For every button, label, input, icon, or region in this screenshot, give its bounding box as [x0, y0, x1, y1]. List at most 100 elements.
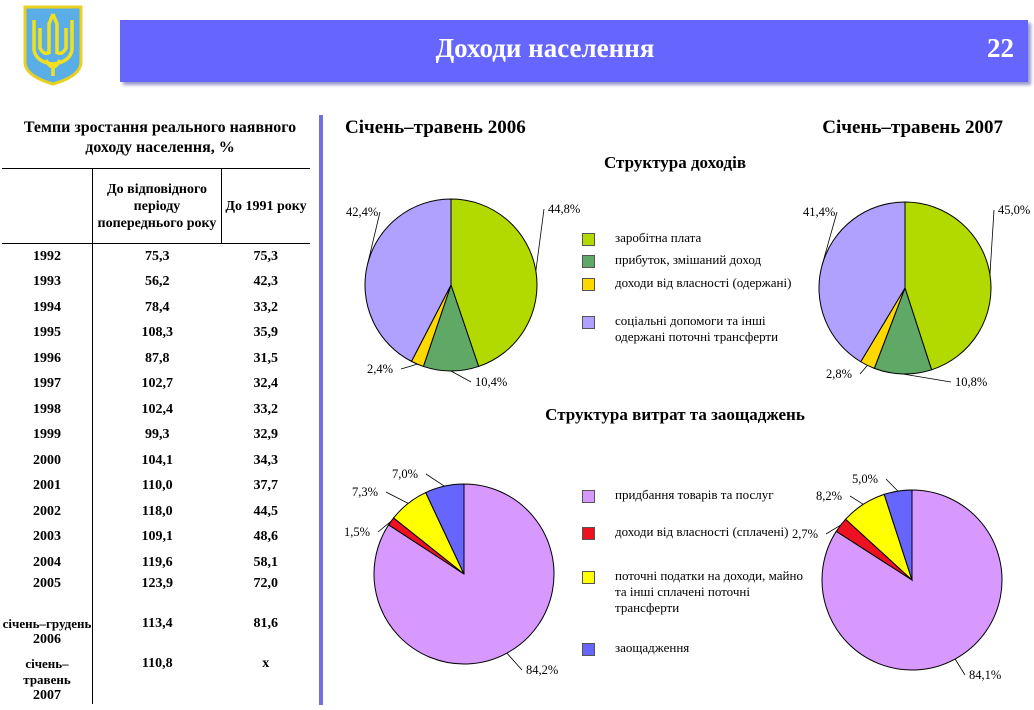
prev-year-value: 56,2: [145, 274, 170, 290]
pie-slice: [450, 198, 538, 368]
leader-line: [902, 373, 952, 383]
year: 1994: [33, 299, 61, 315]
column-header: [2, 168, 93, 244]
base-1991-value: 35,9: [253, 325, 279, 341]
legend-swatch: [582, 316, 595, 329]
legend-swatch: [582, 643, 595, 656]
pie-data-label: 2,4%: [367, 362, 393, 376]
pie-data-label: 5,0%: [852, 472, 878, 486]
legend-swatch: [582, 490, 595, 503]
pie-data-label: 84,1%: [969, 668, 1001, 682]
pie-slice: [904, 201, 992, 371]
pie-slice: [364, 198, 452, 363]
pie-data-label: 8,2%: [816, 489, 842, 503]
leader-line: [400, 363, 418, 370]
legend-swatch: [582, 527, 595, 540]
leader-line: [859, 365, 868, 375]
pie-data-label: 1,5%: [344, 525, 370, 539]
income-structure-title: Структура доходів: [603, 153, 746, 172]
table-row: січень–травень 2007 110,8 x: [2, 655, 310, 704]
prev-year-value: 110,8: [141, 655, 173, 671]
year: 1997: [33, 376, 61, 392]
base-1991-value: 42,3: [253, 274, 279, 290]
table-row: 1996 87,8 31,5: [2, 346, 310, 372]
year: 2004: [33, 554, 61, 570]
prev-year-value: 108,3: [141, 325, 174, 341]
table-row: 1999 99,3 32,9: [2, 422, 310, 448]
page-title: Доходи населення: [435, 33, 655, 63]
period-left: Січень–травень 2006: [345, 117, 526, 138]
prev-year-value: 102,7: [141, 376, 174, 392]
year: 1996: [33, 350, 61, 366]
column-header: До 1991 року: [221, 168, 310, 244]
table-row: 1995 108,3 35,9: [2, 320, 310, 346]
year: 2006: [33, 631, 61, 647]
year: 2003: [33, 529, 61, 545]
prev-year-value: 118,0: [141, 503, 173, 519]
leader-line: [989, 209, 995, 275]
table-row: 1993 56,2 42,3: [2, 269, 310, 295]
pie-data-label: 42,4%: [346, 205, 378, 219]
trident-coat-of-arms-icon: [22, 4, 84, 86]
year: 2005: [33, 575, 61, 591]
legend-label: соціальні допомоги та інші одержані пото…: [615, 313, 779, 344]
base-1991-value: 33,2: [253, 401, 279, 417]
year: 2001: [33, 478, 61, 494]
pie-data-label: 10,8%: [955, 375, 987, 389]
pie-data-label: 84,2%: [526, 663, 558, 677]
pie-data-label: 41,4%: [803, 205, 835, 219]
prev-year-value: 102,4: [141, 401, 174, 417]
legend-swatch: [582, 278, 595, 291]
base-1991-value: 72,0: [253, 575, 279, 591]
table-title: Темпи зростання реального наявного доход…: [23, 119, 297, 156]
period-right: Січень–травень 2007: [822, 117, 1003, 138]
table-row: 2005 123,9 72,0: [2, 575, 310, 616]
table-row: 2004 119,6 58,1: [2, 550, 310, 576]
leader-line: [825, 524, 841, 535]
leader-line: [954, 658, 966, 676]
leader-line: [385, 491, 409, 504]
prev-year-value: 99,3: [145, 427, 170, 443]
column-header: До відповідного періоду попереднього рок…: [92, 168, 222, 244]
base-1991-value: 48,6: [253, 529, 279, 545]
base-1991-value: 32,4: [253, 376, 279, 392]
table-row: 2001 110,0 37,7: [2, 473, 310, 499]
pie-data-label: 45,0%: [998, 203, 1030, 217]
year: 1992: [33, 248, 61, 264]
leader-line: [506, 652, 523, 671]
base-1991-value: 81,6: [253, 615, 279, 631]
pie-data-label: 2,7%: [792, 527, 818, 541]
base-1991-value: 75,3: [253, 248, 279, 264]
prev-year-value: 113,4: [141, 615, 173, 631]
year: 2000: [33, 452, 61, 468]
table-row: 1997 102,7 32,4: [2, 371, 310, 397]
period-label: січень–травень: [23, 655, 71, 687]
expense-structure-title: Структура витрат та заощаджень: [545, 405, 805, 424]
base-1991-value: 37,7: [253, 478, 279, 494]
prev-year-value: 109,1: [141, 529, 174, 545]
leader-line: [367, 211, 381, 265]
page-number: 22: [987, 33, 1014, 63]
table-row: 2002 118,0 44,5: [2, 499, 310, 525]
prev-year-value: 75,3: [145, 248, 170, 264]
base-1991-value: 32,9: [253, 427, 279, 443]
prev-year-value: 123,9: [141, 575, 174, 591]
base-1991-value: 34,3: [253, 452, 279, 468]
legend-swatch: [582, 571, 595, 584]
leader-line: [821, 211, 838, 266]
leader-line: [450, 370, 472, 383]
legend-label: доходи від власності (одержані): [615, 275, 792, 290]
leader-line: [425, 473, 445, 487]
prev-year-value: 110,0: [141, 478, 173, 494]
table-row: 2000 104,1 34,3: [2, 448, 310, 474]
base-1991-value: 58,1: [253, 554, 279, 570]
period-label: січень–грудень: [2, 615, 92, 631]
prev-year-value: 78,4: [145, 299, 170, 315]
divider: [319, 115, 323, 705]
table-row: 1992 75,3 75,3: [2, 243, 310, 270]
base-1991-value: 33,2: [253, 299, 279, 315]
year: 2007: [33, 687, 61, 703]
pie-data-label: 2,8%: [826, 367, 852, 381]
prev-year-value: 87,8: [145, 350, 170, 366]
